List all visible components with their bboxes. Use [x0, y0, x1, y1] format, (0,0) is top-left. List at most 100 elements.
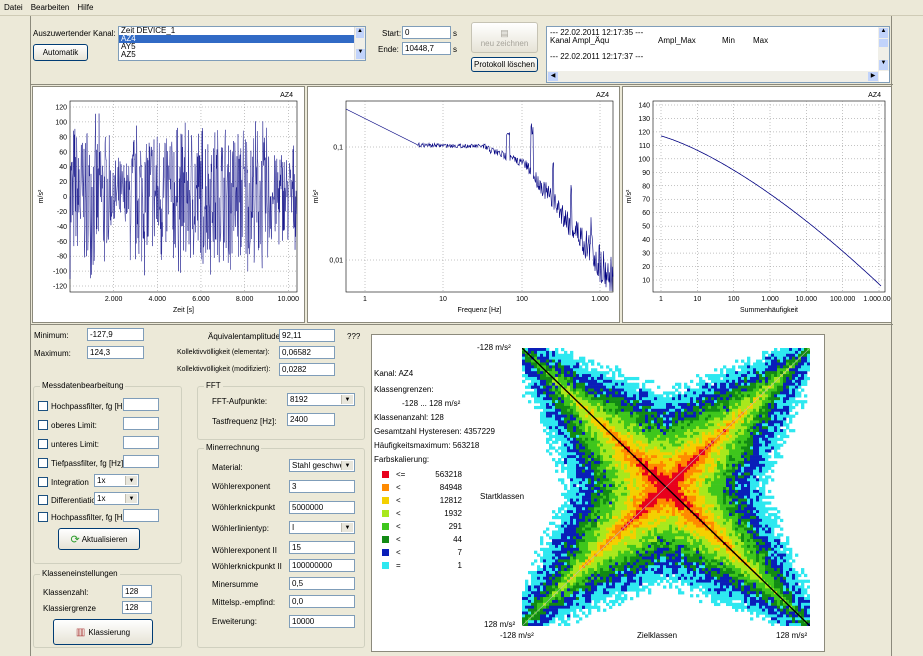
oberes-limit-checkbox[interactable]	[38, 420, 48, 430]
klassenzahl-input[interactable]: 128	[122, 585, 152, 598]
matrix-cell	[540, 585, 544, 589]
matrix-cell	[645, 443, 649, 447]
matrix-cell	[564, 608, 568, 612]
matrix-cell	[666, 553, 670, 557]
klassiergrenze-input[interactable]: 128	[122, 601, 152, 614]
log-vscrollbar[interactable]: ▲ ▼	[878, 27, 889, 71]
matrix-cell	[708, 591, 712, 595]
woehlerexponent-input[interactable]: 3	[289, 480, 355, 493]
matrix-cell	[708, 405, 712, 410]
woehlerknickpunkt-input[interactable]: 5000000	[289, 501, 355, 514]
chevron-down-icon[interactable]: ▼	[341, 523, 353, 532]
differentiation-checkbox[interactable]	[38, 495, 48, 505]
chevron-down-icon[interactable]: ▼	[341, 395, 353, 404]
matrix-cell	[567, 388, 571, 392]
matrix-cell	[552, 582, 556, 586]
minersumme-input[interactable]: 0,5	[289, 577, 355, 590]
ende-input[interactable]: 10448,7	[402, 42, 451, 55]
channel-item[interactable]: AY5	[121, 42, 136, 51]
matrix-cell	[702, 565, 706, 569]
channel-scrollbar[interactable]: ▲ ▼	[354, 27, 365, 60]
hochpass-input[interactable]	[123, 398, 159, 411]
matrix-cell	[594, 472, 598, 476]
tiefpass-checkbox[interactable]	[38, 458, 48, 468]
hochpass-checkbox[interactable]	[38, 401, 48, 411]
matrix-cell	[699, 570, 703, 575]
scroll-down-icon[interactable]: ▼	[879, 60, 888, 70]
channel-item[interactable]: AZ5	[121, 51, 136, 57]
protokoll-loeschen-button[interactable]: Protokoll löschen	[471, 57, 538, 72]
chevron-down-icon[interactable]: ▼	[341, 461, 353, 470]
protocol-log[interactable]: --- 22.02.2011 12:17:35 --- Kanal Ampl_Ä…	[546, 26, 890, 83]
log-hscrollbar[interactable]: ◀ ▶	[547, 71, 879, 82]
tiefpass-input[interactable]	[123, 455, 159, 468]
matrix-cell	[687, 533, 691, 537]
matrix-cell	[690, 481, 694, 485]
matrix-cell	[678, 521, 682, 525]
hochpass2-input[interactable]	[123, 509, 159, 522]
matrix-cell	[621, 492, 625, 496]
tastfrequenz-input[interactable]: 2400	[287, 413, 335, 426]
matrix-cell	[681, 487, 685, 491]
unteres-limit-input[interactable]	[123, 436, 159, 449]
erweiterung-input[interactable]: 10000	[289, 615, 355, 628]
scroll-left-icon[interactable]: ◀	[548, 72, 558, 81]
start-input[interactable]: 0	[402, 26, 451, 39]
channel-item-selected[interactable]: AZ4	[119, 35, 354, 43]
matrix-cell	[594, 368, 598, 372]
integration-select[interactable]: 1x ▼	[94, 474, 139, 487]
matrix-cell	[564, 368, 568, 372]
scroll-right-icon[interactable]: ▶	[868, 72, 878, 81]
neu-zeichnen-button[interactable]: ▤ neu zeichnen	[471, 22, 538, 53]
matrix-cell	[660, 518, 664, 523]
matrix-cell	[594, 510, 598, 514]
matrix-cell	[687, 527, 691, 531]
y-tick-label: -80	[57, 254, 67, 261]
matrix-cell	[669, 400, 673, 404]
scroll-thumb[interactable]	[879, 39, 888, 47]
matrix-cell	[591, 565, 595, 569]
log-line: Min	[722, 36, 735, 45]
matrix-cell	[648, 510, 652, 514]
oberes-limit-input[interactable]	[123, 417, 159, 430]
matrix-cell	[567, 570, 571, 575]
differentiation-select[interactable]: 1x ▼	[94, 492, 139, 505]
unteres-limit-checkbox[interactable]	[38, 439, 48, 449]
automatik-button[interactable]: Automatik	[33, 44, 88, 61]
matrix-cell	[669, 484, 673, 488]
menu-hilfe[interactable]: Hilfe	[77, 3, 94, 12]
matrix-cell	[660, 408, 664, 413]
mittelspannung-input[interactable]: 0,0	[289, 595, 355, 608]
matrix-cell	[618, 487, 622, 491]
matrix-cell	[636, 475, 640, 479]
material-select[interactable]: Stahl geschweißt ▼	[289, 459, 355, 472]
matrix-cell	[624, 562, 628, 566]
woehlerlinientyp-select[interactable]: I ▼	[289, 521, 355, 534]
woehlerknickpunkt2-input[interactable]: 100000000	[289, 559, 355, 572]
aktualisieren-button[interactable]: ⟳ Aktualisieren	[58, 528, 140, 550]
klassierung-button[interactable]: ▥ Klassierung	[53, 619, 153, 645]
chevron-down-icon[interactable]: ▼	[125, 494, 137, 503]
matrix-cell	[675, 484, 679, 488]
matrix-cell	[597, 495, 601, 499]
scroll-down-icon[interactable]: ▼	[356, 49, 365, 59]
matrix-cell	[663, 542, 667, 546]
scroll-up-icon[interactable]: ▲	[879, 28, 888, 38]
channel-listbox[interactable]: Zeit DEVICE_1 AZ4 AY5 AZ5 ▲ ▼	[118, 26, 366, 61]
hochpass2-checkbox[interactable]	[38, 512, 48, 522]
fft-punkte-select[interactable]: 8192 ▼	[287, 393, 355, 406]
matrix-cell	[678, 455, 682, 459]
matrix-cell	[630, 478, 634, 482]
y-tick-label: 60	[642, 210, 650, 217]
matrix-cell	[639, 437, 643, 441]
chevron-down-icon[interactable]: ▼	[125, 476, 137, 485]
scroll-up-icon[interactable]: ▲	[356, 28, 364, 38]
matrix-cell	[567, 414, 571, 418]
matrix-cell	[642, 455, 646, 459]
menu-bearbeiten[interactable]: Bearbeiten	[30, 3, 70, 12]
menu-datei[interactable]: Datei	[4, 3, 23, 12]
woehlerexponent2-input[interactable]: 15	[289, 541, 355, 554]
matrix-cell	[609, 501, 613, 505]
channel-item[interactable]: Zeit DEVICE_1	[121, 26, 176, 35]
integration-checkbox[interactable]	[38, 477, 48, 487]
